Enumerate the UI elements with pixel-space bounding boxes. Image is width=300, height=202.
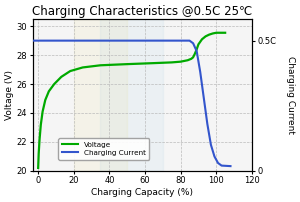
Legend: Voltage, Charging Current: Voltage, Charging Current bbox=[58, 138, 149, 160]
Y-axis label: Voltage (V): Voltage (V) bbox=[5, 70, 14, 120]
X-axis label: Charging Capacity (%): Charging Capacity (%) bbox=[91, 188, 193, 197]
Title: Charging Characteristics @0.5C 25℃: Charging Characteristics @0.5C 25℃ bbox=[32, 5, 253, 18]
Bar bbox=[74, 19, 127, 171]
Y-axis label: Charging Current: Charging Current bbox=[286, 56, 295, 134]
Bar bbox=[100, 19, 163, 171]
